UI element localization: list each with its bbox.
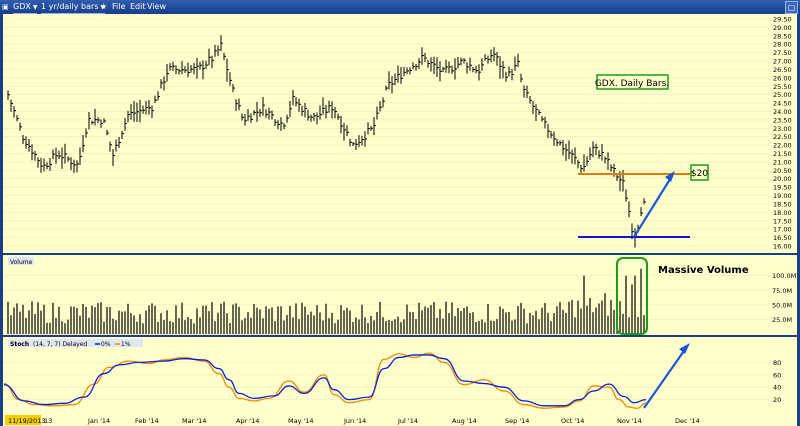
date-axis	[3, 414, 797, 426]
menu-edit[interactable]: Edit	[130, 2, 146, 11]
stoch-params: (14, 7, 7) Delayed	[33, 341, 87, 348]
price-tick-label: 28.50	[773, 32, 792, 40]
stoch-line-k	[3, 354, 647, 407]
stoch-tick-label: 80	[773, 359, 781, 367]
date-tick-label: Sep '14	[505, 417, 529, 425]
price-tick-label: 19.00	[773, 192, 792, 200]
window-icon[interactable]: ▢	[785, 1, 798, 14]
chart-area: 29.5029.0028.5028.0027.5027.0026.5026.00…	[3, 14, 797, 426]
price-tick-label: 25.00	[773, 91, 792, 99]
price-tick-label: 29.00	[773, 24, 792, 32]
camera-icon[interactable]: ▣	[2, 3, 9, 11]
date-tick-label: Apr '14	[236, 417, 259, 425]
price-tick-label: 22.00	[773, 142, 792, 150]
date-tick-label: Jan '14	[87, 417, 110, 425]
price-tick-label: 17.50	[773, 217, 792, 225]
stoch-arrowhead	[679, 343, 690, 354]
volume-label-bg	[8, 257, 34, 265]
stoch-tick-label: 20	[773, 396, 781, 404]
volume-axis-labels: 100.0M 75.0M 50.0M 25.0M	[772, 272, 796, 324]
date-tick-label: Jul '14	[397, 417, 418, 425]
symbol-dropdown[interactable]: GDX ▼	[13, 2, 38, 14]
price-tick-label: 16.00	[773, 243, 792, 251]
price-tick-label: 16.50	[773, 234, 792, 242]
stoch-axis-labels: 80 60 40 20	[773, 359, 781, 404]
stoch-tick-label: 40	[773, 384, 781, 392]
chevron-down-icon: ▼	[32, 4, 38, 11]
price-tick-label: 17.00	[773, 226, 792, 234]
price-tick-label: 28.00	[773, 41, 792, 49]
toolbar: GDX ▼ ▣ 1 yr/daily bars ▼ ★ File Edit View…	[0, 0, 800, 14]
date-tick-label: Mar '14	[182, 417, 206, 425]
price-tick-label: 29.50	[773, 16, 792, 24]
volume-highlight-box	[616, 257, 648, 335]
price-tick-label: 26.00	[773, 74, 792, 82]
period-dropdown[interactable]: 1 yr/daily bars ▼	[41, 2, 106, 14]
price-tick-label: 22.50	[773, 133, 792, 141]
volume-label: Volume	[10, 259, 33, 266]
price-tick-label: 20.50	[773, 167, 792, 175]
price-tick-label: 20.00	[773, 175, 792, 183]
price-tick-label: 27.50	[773, 49, 792, 57]
stoch-panel	[3, 337, 769, 414]
date-start-bg	[5, 415, 41, 425]
date-tick-label: Jun '14	[343, 417, 366, 425]
volume-tick-label: 100.0M	[772, 272, 796, 280]
price-target-box	[690, 164, 709, 181]
price-panel	[3, 14, 769, 253]
stoch-legend-k: 0%	[101, 341, 111, 348]
price-arrow	[633, 175, 673, 238]
price-tick-label: 26.50	[773, 66, 792, 74]
chevron-down-icon: ▼	[100, 4, 106, 11]
price-tick-label: 21.50	[773, 150, 792, 158]
price-arrowhead	[665, 171, 675, 182]
menu-view[interactable]: View	[147, 2, 166, 11]
title-box	[596, 74, 669, 90]
price-tick-label: 24.00	[773, 108, 792, 116]
price-tick-label: 25.50	[773, 83, 792, 91]
volume-tick-label: 25.0M	[772, 316, 792, 324]
volume-tick-label: 50.0M	[772, 301, 792, 309]
volume-annotation: Massive Volume	[658, 265, 749, 276]
volume-tick-label: 75.0M	[772, 287, 792, 295]
date-tick-label: Aug '14	[452, 417, 477, 425]
star-icon[interactable]: ★	[100, 2, 108, 11]
date-tick-label: 11/19/2013	[8, 417, 45, 425]
price-tick-label: 18.50	[773, 200, 792, 208]
stoch-axis-panel	[769, 337, 797, 414]
date-tick-label: May '14	[288, 417, 314, 425]
price-tick-label: 24.50	[773, 100, 792, 108]
stoch-label: Stoch	[10, 341, 29, 348]
date-tick-label: Feb '14	[135, 417, 159, 425]
menu-file[interactable]: File	[112, 2, 126, 11]
price-tick-label: 27.00	[773, 58, 792, 66]
price-tick-label: 19.50	[773, 184, 792, 192]
date-tick-label: 13	[44, 417, 52, 425]
volume-series	[7, 268, 645, 334]
chart-title: GDX. Daily Bars.	[595, 79, 669, 89]
price-tick-label: 21.00	[773, 158, 792, 166]
date-tick-label: Dec '14	[675, 417, 700, 425]
price-tick-label: 23.50	[773, 116, 792, 124]
price-axis-panel	[769, 14, 797, 253]
price-tick-label: 18.00	[773, 209, 792, 217]
price-axis-labels: 29.5029.0028.5028.0027.5027.0026.5026.00…	[773, 16, 792, 251]
price-tick-label: 23.00	[773, 125, 792, 133]
stoch-legend-d: 1%	[121, 341, 131, 348]
price-target-label: $20	[691, 169, 708, 179]
date-tick-label: Oct '14	[561, 417, 584, 425]
price-series	[7, 35, 646, 248]
stoch-tick-label: 60	[773, 371, 781, 379]
stoch-gridlines	[3, 362, 769, 400]
stoch-label-bg	[8, 339, 143, 347]
stoch-arrow	[643, 347, 687, 409]
volume-axis-panel	[769, 255, 797, 335]
date-tick-label: Nov '14	[617, 417, 642, 425]
stoch-line-d	[3, 352, 647, 409]
